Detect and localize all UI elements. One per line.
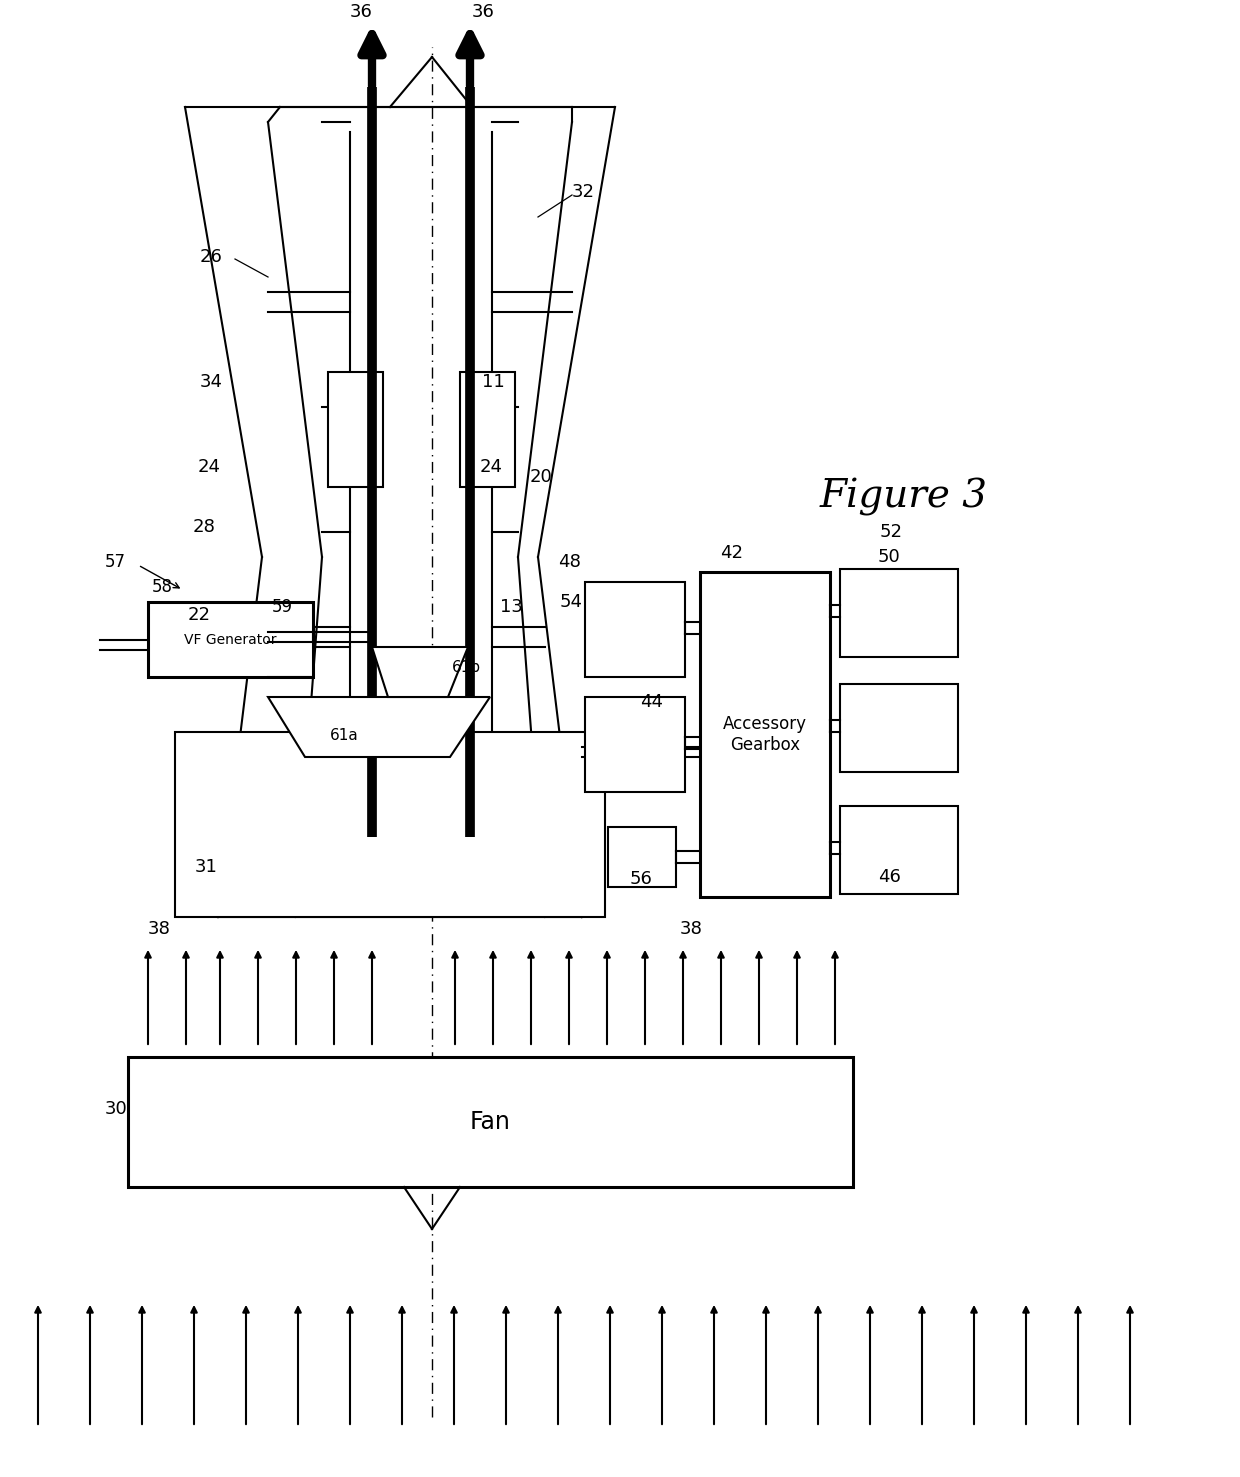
Text: 38: 38 — [148, 920, 171, 938]
Text: 32: 32 — [572, 183, 595, 201]
Text: 54: 54 — [560, 592, 583, 611]
Text: 30: 30 — [105, 1100, 128, 1118]
Text: 61a: 61a — [330, 728, 358, 743]
Bar — [460, 372, 515, 487]
Text: 42: 42 — [720, 544, 743, 563]
Text: 61b: 61b — [453, 660, 481, 675]
Text: 50: 50 — [878, 548, 900, 566]
Text: VF Generator: VF Generator — [185, 632, 277, 647]
Bar — [175, 733, 605, 917]
Bar — [839, 569, 959, 657]
Polygon shape — [268, 697, 490, 758]
Text: 58: 58 — [153, 578, 174, 597]
Text: 24: 24 — [198, 458, 221, 476]
Bar — [585, 582, 684, 676]
Text: 52: 52 — [880, 523, 903, 541]
Text: 46: 46 — [878, 868, 901, 886]
Text: 48: 48 — [558, 552, 580, 572]
Bar — [128, 1058, 853, 1188]
Text: 57: 57 — [105, 552, 126, 572]
Bar — [608, 827, 676, 888]
Text: 26: 26 — [200, 248, 223, 266]
Bar — [839, 806, 959, 894]
Text: 44: 44 — [640, 693, 663, 710]
Text: 36: 36 — [472, 3, 495, 21]
Bar — [585, 697, 684, 792]
Bar — [701, 572, 830, 897]
Text: 24: 24 — [480, 458, 503, 476]
Text: 11: 11 — [482, 374, 505, 391]
Text: 22: 22 — [188, 606, 211, 623]
Bar — [839, 684, 959, 772]
Text: 28: 28 — [193, 518, 216, 536]
Text: 59: 59 — [272, 598, 293, 616]
Text: 20: 20 — [529, 468, 553, 486]
Text: Fan: Fan — [470, 1111, 511, 1134]
Text: 56: 56 — [630, 870, 653, 888]
Text: 38: 38 — [680, 920, 703, 938]
Bar — [148, 603, 312, 676]
Text: Figure 3: Figure 3 — [820, 479, 988, 515]
Bar — [329, 372, 383, 487]
Text: 31: 31 — [195, 858, 218, 876]
Text: 34: 34 — [200, 374, 223, 391]
Text: Accessory
Gearbox: Accessory Gearbox — [723, 715, 807, 753]
Text: 36: 36 — [350, 3, 373, 21]
Text: 13: 13 — [500, 598, 523, 616]
Polygon shape — [372, 647, 467, 697]
